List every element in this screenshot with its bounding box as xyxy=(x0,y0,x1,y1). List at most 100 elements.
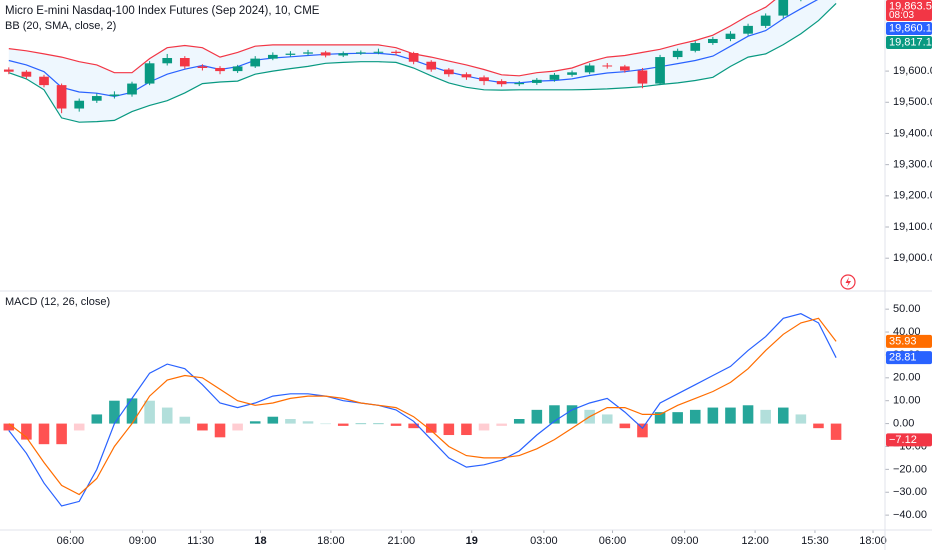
histogram-bar xyxy=(513,419,525,424)
candle-body xyxy=(338,53,349,56)
candle-body xyxy=(373,51,384,53)
candle-body xyxy=(443,69,454,75)
price-label: 28.81 xyxy=(889,352,917,364)
candle-body xyxy=(549,74,560,80)
price-label-box xyxy=(886,36,932,49)
candle-body xyxy=(197,66,208,68)
candle-body xyxy=(91,96,102,101)
histogram-bar xyxy=(3,423,15,431)
histogram-bar xyxy=(38,423,50,445)
macd-line xyxy=(8,313,837,507)
x-tick-label: 19 xyxy=(466,535,478,547)
y-tick-label: 19,600.00 xyxy=(893,65,932,77)
candle-body xyxy=(602,65,613,67)
histogram-bar xyxy=(443,423,455,436)
x-tick-label: 18:00 xyxy=(317,535,345,547)
histogram-bar xyxy=(408,423,419,429)
x-tick-label: 18:00 xyxy=(859,535,887,547)
macd-line xyxy=(8,317,837,496)
price-label-box xyxy=(886,334,932,348)
price-pane xyxy=(3,0,837,123)
candle-body xyxy=(144,63,155,84)
price-label-box xyxy=(886,0,932,21)
candle-body xyxy=(355,52,366,54)
y-tick-label: 10.00 xyxy=(893,395,921,407)
candle-body xyxy=(56,85,67,109)
candle-body xyxy=(672,50,683,58)
alert-icon[interactable] xyxy=(840,274,856,290)
y-tick-label: 20.00 xyxy=(893,372,921,384)
histogram-bar xyxy=(795,414,807,424)
candle-body xyxy=(426,61,437,70)
histogram-bar xyxy=(601,414,613,424)
band-fill xyxy=(8,0,837,123)
candle-body xyxy=(179,58,190,67)
histogram-bar xyxy=(285,419,296,424)
histogram-bar xyxy=(126,398,138,424)
x-tick-label: 12:00 xyxy=(741,535,769,547)
candle-body xyxy=(461,74,472,78)
histogram-bar xyxy=(707,407,719,424)
histogram-bar xyxy=(689,409,701,424)
macd-pane xyxy=(3,313,842,507)
histogram-bar xyxy=(267,416,279,424)
histogram-bar xyxy=(21,423,32,440)
x-tick-label: 11:30 xyxy=(187,535,214,547)
price-label: 19,863.50 xyxy=(889,0,932,12)
x-tick-label: 09:00 xyxy=(671,535,699,547)
histogram-bar xyxy=(742,405,754,424)
histogram-bar xyxy=(813,423,824,429)
histogram-bar xyxy=(91,414,103,424)
candle-body xyxy=(567,72,577,75)
histogram-bar xyxy=(355,423,367,425)
bollinger-line xyxy=(8,0,819,98)
histogram-bar xyxy=(109,400,120,424)
bollinger-line xyxy=(8,0,776,77)
candle-body xyxy=(514,82,525,85)
axes: 19,000.00 19,100.00 19,200.00 19,300.00 19,4… xyxy=(57,0,932,547)
x-tick-label: 15:30 xyxy=(801,535,829,547)
x-tick-label: 06:00 xyxy=(57,535,85,547)
x-tick-label: 06:00 xyxy=(599,535,627,547)
histogram-bar xyxy=(830,423,842,440)
histogram-bar xyxy=(373,423,384,425)
histogram-bar xyxy=(56,423,67,445)
candle-body xyxy=(21,71,32,77)
histogram-bar xyxy=(232,423,243,431)
histogram-bar xyxy=(425,423,437,433)
price-label: −7.12 xyxy=(889,434,917,446)
price-label: 19,860.16 xyxy=(889,22,932,34)
histogram-bar xyxy=(302,421,314,424)
y-tick-label: 19,000.00 xyxy=(893,252,932,264)
y-tick-label: 50.00 xyxy=(893,303,921,315)
candle-body xyxy=(3,69,14,72)
candle-body xyxy=(778,0,789,16)
macd-title: MACD (12, 26, close) xyxy=(5,296,110,308)
histogram-bar xyxy=(566,405,578,424)
price-label-box xyxy=(886,22,932,35)
y-tick-label: −20.00 xyxy=(893,463,927,475)
histogram-bar xyxy=(654,412,666,424)
candle-body xyxy=(391,51,401,54)
y-tick-label: 19,200.00 xyxy=(893,190,932,202)
price-label-box xyxy=(886,433,932,447)
histogram-bar xyxy=(390,423,402,426)
price-label: 19,817.17 xyxy=(889,36,932,48)
y-tick-label: 0.00 xyxy=(893,417,914,429)
candle-body xyxy=(109,94,120,97)
y-tick-label: −30.00 xyxy=(893,486,927,498)
chart-title: Micro E-mini Nasdaq-100 Index Futures (S… xyxy=(5,5,320,17)
candle-body xyxy=(215,67,225,72)
candle-body xyxy=(267,54,278,59)
histogram-bar xyxy=(337,423,349,426)
y-tick-label: −40.00 xyxy=(893,509,927,521)
price-label-box xyxy=(886,351,932,365)
y-tick-label: 19,400.00 xyxy=(893,127,932,139)
histogram-bar xyxy=(619,423,631,429)
candle-body xyxy=(127,83,137,95)
candle-body xyxy=(620,66,630,71)
candle-body xyxy=(584,65,595,73)
histogram-bar xyxy=(197,423,208,431)
countdown-label: 08:03 xyxy=(889,10,914,21)
